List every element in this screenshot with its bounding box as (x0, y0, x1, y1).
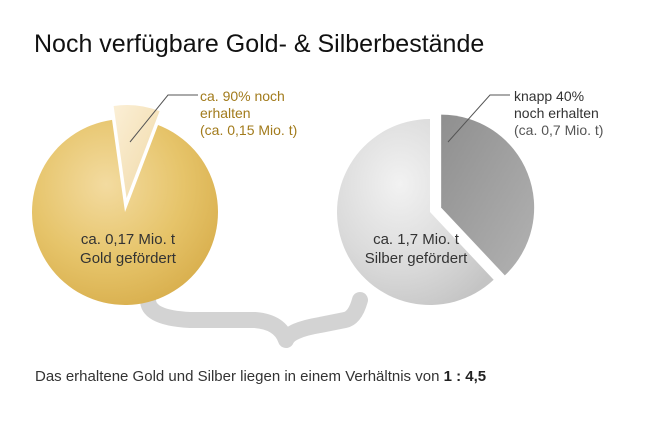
gold-callout: ca. 90% noch erhalten (ca. 0,15 Mio. t) (200, 88, 297, 139)
silber-remaining-slice (441, 114, 535, 276)
gold-label-line1: ca. 0,17 Mio. t (80, 231, 176, 248)
silver-callout-line2: noch erhalten (514, 105, 599, 121)
silver-callout-line3: (ca. 0,7 Mio. t) (514, 122, 604, 138)
silver-label-line2: Silber gefördert (364, 250, 468, 267)
silber-mined-slice (336, 119, 494, 305)
silver-label-line1: ca. 1,7 Mio. t (373, 231, 459, 248)
connecting-brace (140, 292, 368, 348)
silver-pie (336, 114, 535, 305)
gold-remaining-slice (113, 105, 160, 199)
ratio-value: 1 : 4,5 (443, 368, 487, 385)
silver-callout-line1: knapp 40% (514, 88, 585, 104)
ratio-statement: Das erhaltene Gold und Silber liegen in … (35, 368, 486, 385)
silver-callout: knapp 40% noch erhalten (ca. 0,7 Mio. t) (514, 88, 603, 139)
gold-callout-line2: erhalten (200, 105, 251, 121)
gold-pie-label: ca. 0,17 Mio. t Gold gefördert (62, 230, 194, 268)
gold-mined-slice (31, 119, 218, 306)
gold-label-line2: Gold gefördert (80, 250, 176, 267)
silver-pie-label: ca. 1,7 Mio. t Silber gefördert (350, 230, 482, 268)
gold-leader-line (129, 94, 198, 143)
gold-callout-line3: (ca. 0,15 Mio. t) (200, 122, 298, 138)
gold-pie (31, 105, 218, 306)
page-title: Noch verfügbare Gold- & Silberbestände (34, 30, 485, 58)
gold-callout-line1: ca. 90% noch (200, 88, 285, 104)
ratio-text: Das erhaltene Gold und Silber liegen in … (35, 368, 444, 385)
silver-leader-line (447, 94, 510, 143)
